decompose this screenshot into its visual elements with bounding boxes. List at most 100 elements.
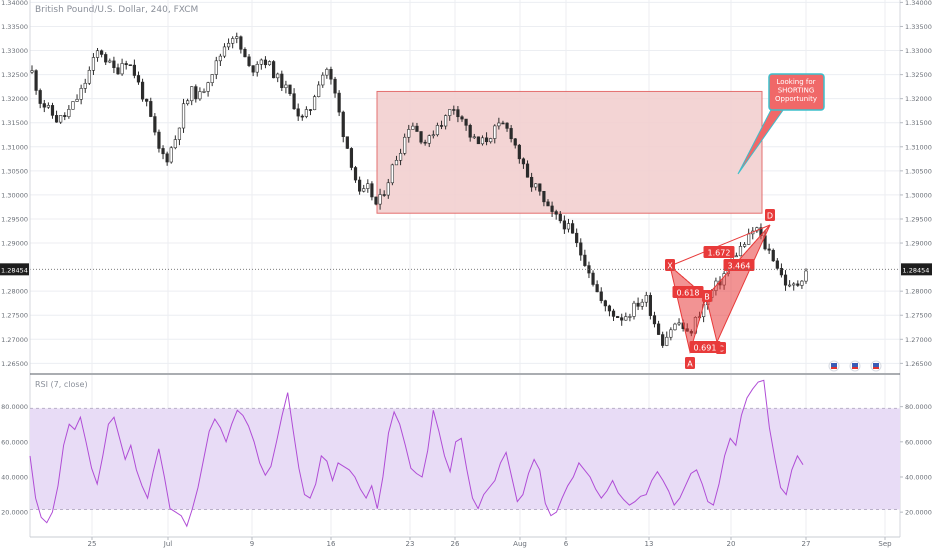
candle-body-down xyxy=(783,274,788,286)
candle-body-up xyxy=(30,70,34,73)
candle-body-up xyxy=(665,336,669,346)
ratio-label: 1.672 xyxy=(703,246,735,258)
candle-body-up xyxy=(79,88,83,100)
candle xyxy=(632,300,636,320)
candle-body-down xyxy=(132,64,136,76)
candle xyxy=(366,179,370,193)
price-axis-label: 1.30500 xyxy=(905,167,932,175)
candle-body-up xyxy=(673,323,677,331)
candle xyxy=(378,188,382,210)
candle-body-up xyxy=(489,138,493,143)
candle xyxy=(669,327,673,341)
candle xyxy=(186,98,190,106)
candle-body-down xyxy=(374,196,378,205)
candle-body-up xyxy=(259,59,263,65)
callout-text: Looking for xyxy=(776,78,815,86)
rsi-line xyxy=(29,379,804,528)
candle-body-down xyxy=(165,153,169,163)
candle xyxy=(661,331,665,348)
candle xyxy=(235,32,239,44)
price-axis-label-left: 1.29500 xyxy=(1,215,28,223)
candle xyxy=(370,181,374,201)
point-a-label-text: A xyxy=(687,360,693,369)
candle xyxy=(607,304,612,317)
candle-body-down xyxy=(34,70,38,91)
candle xyxy=(75,94,79,102)
rsi-axis-label-left: 20.0000 xyxy=(1,509,28,517)
candle xyxy=(595,280,599,293)
event-flag-red xyxy=(852,367,858,369)
candle-body-up xyxy=(394,159,399,166)
candle xyxy=(276,72,280,83)
candle-body-down xyxy=(292,93,296,110)
candle-body-down xyxy=(546,201,550,207)
time-axis-label: Aug xyxy=(513,540,527,548)
candle xyxy=(382,190,386,197)
ratio-label: 0.691 xyxy=(689,341,721,353)
candle xyxy=(272,60,276,79)
candle xyxy=(419,131,423,145)
time-axis-label: 25 xyxy=(88,540,97,548)
price-axis-label-left: 1.32500 xyxy=(1,71,28,79)
candle-body-down xyxy=(513,138,517,146)
candle-body-down xyxy=(603,300,607,307)
candle-body-down xyxy=(767,248,771,251)
candle-body-down xyxy=(353,167,358,181)
price-axis-label-left: 1.27500 xyxy=(1,312,28,320)
candle-body-down xyxy=(530,176,534,188)
candle xyxy=(247,54,251,68)
point-b-label: B xyxy=(702,290,712,302)
candle-body-down xyxy=(595,284,599,293)
candle-body-up xyxy=(177,127,182,140)
candle-body-down xyxy=(54,115,59,123)
candle-body-down xyxy=(382,194,386,196)
price-axis-label: 1.27500 xyxy=(905,312,932,320)
price-axis-label-left: 1.33500 xyxy=(1,23,28,31)
candle xyxy=(116,63,120,75)
candle-body-up xyxy=(390,164,394,184)
candle xyxy=(67,105,71,119)
candle xyxy=(456,106,460,123)
candle xyxy=(796,280,800,287)
candle-body-up xyxy=(317,84,321,97)
candle xyxy=(550,201,554,217)
candle xyxy=(304,106,308,119)
candle-body-down xyxy=(149,101,153,117)
candle xyxy=(161,145,165,160)
rsi-axis-label: 20.0000 xyxy=(905,509,932,517)
point-a-label-bg xyxy=(685,357,695,369)
candle xyxy=(210,74,214,87)
candle-body-down xyxy=(599,291,603,301)
candle-body-down xyxy=(456,109,460,118)
candle-body-up xyxy=(198,91,202,100)
candle xyxy=(636,297,640,311)
time-axis-label: 16 xyxy=(327,540,336,548)
candle-body-down xyxy=(116,67,120,75)
price-axis-label-left: 1.30500 xyxy=(1,167,28,175)
candle xyxy=(30,65,34,74)
candle-body-down xyxy=(263,59,268,66)
candle-body-down xyxy=(251,65,255,73)
candle-body-down xyxy=(439,125,444,127)
candle xyxy=(558,211,562,224)
candle xyxy=(124,60,128,70)
candle xyxy=(231,36,235,49)
candle-body-down xyxy=(542,190,546,203)
candle xyxy=(149,97,153,118)
price-axis-label: 1.34000 xyxy=(905,0,932,7)
candle-body-down xyxy=(464,118,468,126)
point-d-label-bg xyxy=(765,209,775,221)
candle-body-up xyxy=(386,182,390,196)
candle xyxy=(206,81,210,97)
candle xyxy=(530,172,534,192)
candle xyxy=(439,120,444,130)
candle xyxy=(329,66,333,85)
candle xyxy=(353,165,358,183)
candle xyxy=(497,117,501,130)
candle xyxy=(501,120,505,125)
candle xyxy=(374,196,378,206)
candle xyxy=(648,292,652,320)
candle-body-down xyxy=(296,108,300,117)
candle xyxy=(804,268,808,284)
candle-body-up xyxy=(284,84,288,89)
